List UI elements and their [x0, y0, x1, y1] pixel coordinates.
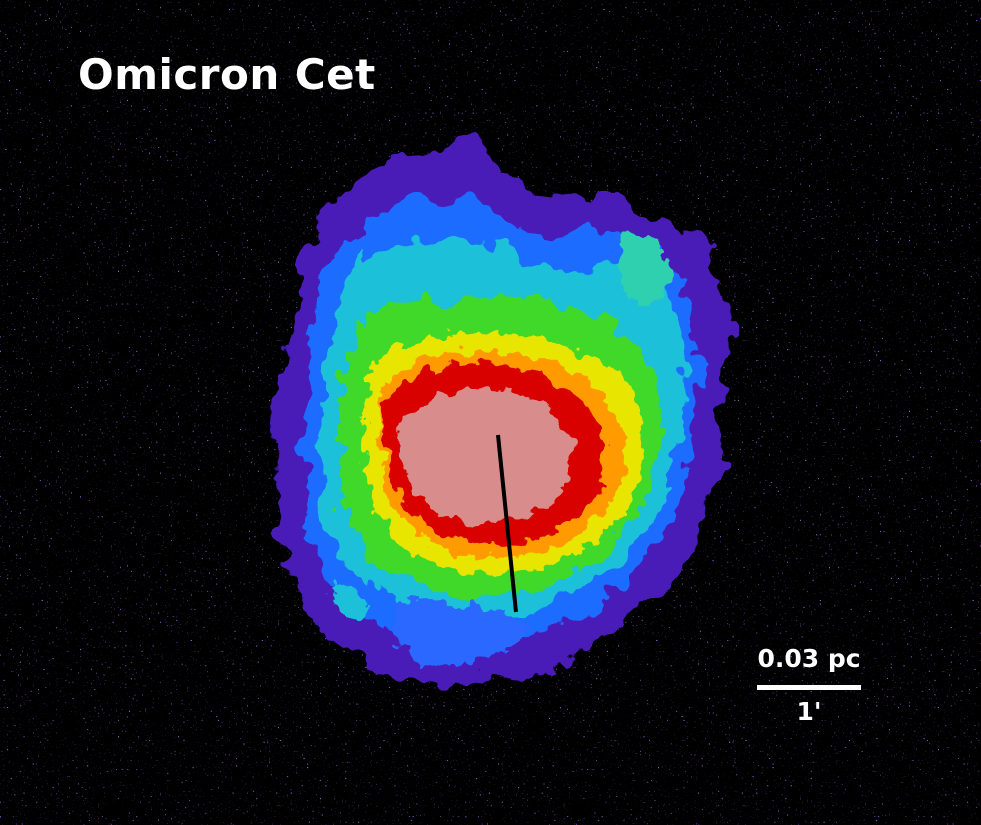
left-arc	[353, 250, 371, 330]
object-title: Omicron Cet	[78, 50, 376, 99]
saturated-core	[399, 389, 572, 525]
lower-left-spur	[330, 584, 367, 619]
scale-bar-line	[757, 685, 861, 690]
nebula	[276, 138, 729, 684]
scale-angular-label: 1'	[796, 697, 822, 726]
lower-blob	[392, 599, 530, 666]
marker-line	[496, 434, 518, 613]
scale-bar-group: 0.03 pc 1'	[750, 643, 868, 728]
scale-physical-label: 0.03 pc	[757, 644, 861, 673]
upper-right-knot	[620, 234, 671, 304]
